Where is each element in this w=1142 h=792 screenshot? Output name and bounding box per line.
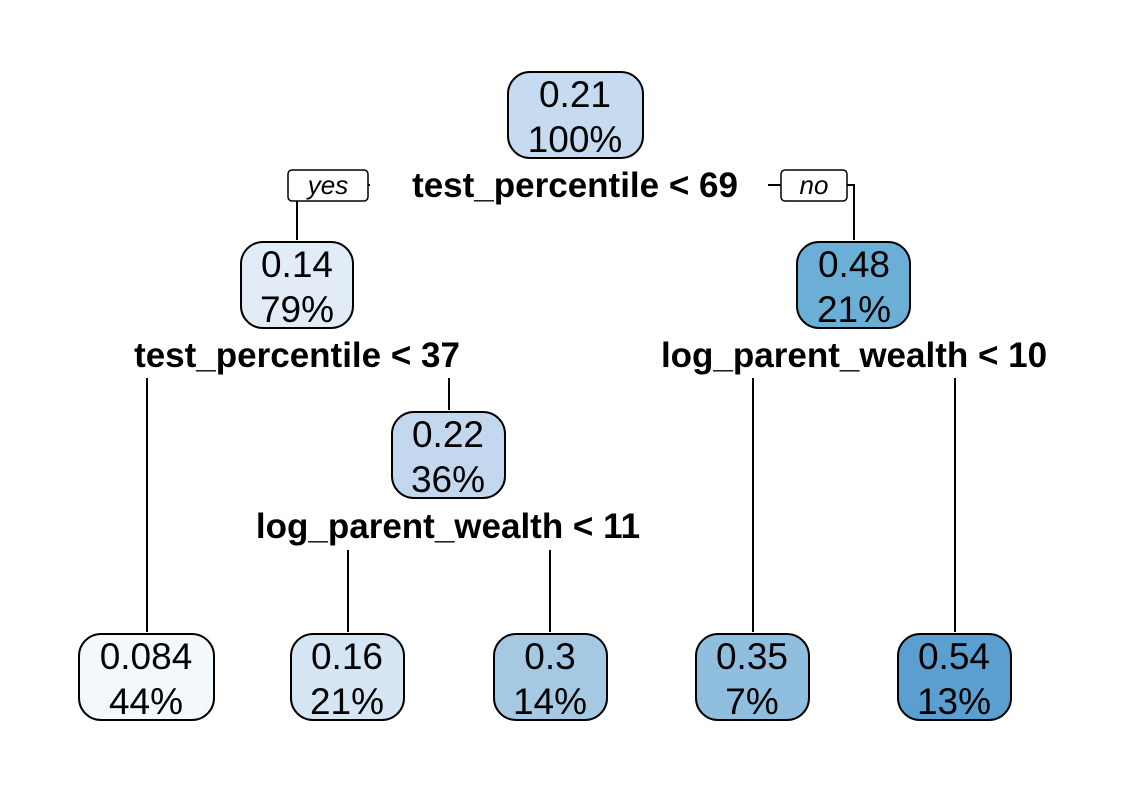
leaf-3-percent: 14%	[513, 681, 587, 722]
leaf-4: 0.35 7%	[695, 633, 810, 722]
node-root-box	[507, 71, 644, 159]
leaf-3: 0.3 14%	[493, 633, 608, 722]
node-left-percent: 79%	[260, 289, 334, 330]
node-mid: 0.22 36%	[391, 411, 506, 500]
leaf-4-box	[695, 633, 810, 721]
node-left-value: 0.14	[261, 244, 333, 285]
node-right-box	[796, 241, 911, 329]
leaf-1: 0.084 44%	[78, 633, 215, 722]
leaf-3-value: 0.3	[524, 636, 575, 677]
node-mid-box	[391, 411, 506, 499]
leaf-1-value: 0.084	[100, 636, 193, 677]
node-mid-value: 0.22	[412, 414, 484, 455]
branch-no-label: no	[800, 170, 829, 200]
leaf-5-percent: 13%	[917, 681, 991, 722]
node-left: 0.14 79%	[240, 241, 354, 330]
leaf-3-box	[493, 633, 608, 721]
branch-no: no	[780, 169, 848, 202]
node-root-percent: 100%	[528, 119, 623, 160]
leaf-4-percent: 7%	[725, 681, 778, 722]
node-root: 0.21 100%	[507, 71, 644, 160]
node-right-value: 0.48	[818, 244, 890, 285]
node-mid-percent: 36%	[411, 459, 485, 500]
leaf-5-value: 0.54	[918, 636, 990, 677]
leaf-2-percent: 21%	[310, 681, 384, 722]
node-right: 0.48 21%	[796, 241, 911, 330]
leaf-1-box	[78, 633, 215, 721]
leaf-5-box	[897, 633, 1012, 721]
branch-yes-label: yes	[306, 170, 348, 200]
split-label-left: test_percentile < 37	[134, 336, 460, 375]
node-right-percent: 21%	[817, 289, 891, 330]
leaf-1-percent: 44%	[109, 681, 183, 722]
leaf-2: 0.16 21%	[290, 633, 405, 722]
leaf-2-value: 0.16	[311, 636, 383, 677]
split-label-root: test_percentile < 69	[412, 166, 738, 205]
node-root-value: 0.21	[539, 74, 611, 115]
branch-yes: yes	[287, 169, 369, 202]
node-left-box	[240, 241, 354, 329]
leaf-5: 0.54 13%	[897, 633, 1012, 722]
leaf-2-box	[290, 633, 405, 721]
split-label-right: log_parent_wealth < 10	[661, 336, 1047, 375]
leaf-4-value: 0.35	[716, 636, 788, 677]
split-label-mid: log_parent_wealth < 11	[256, 507, 640, 546]
